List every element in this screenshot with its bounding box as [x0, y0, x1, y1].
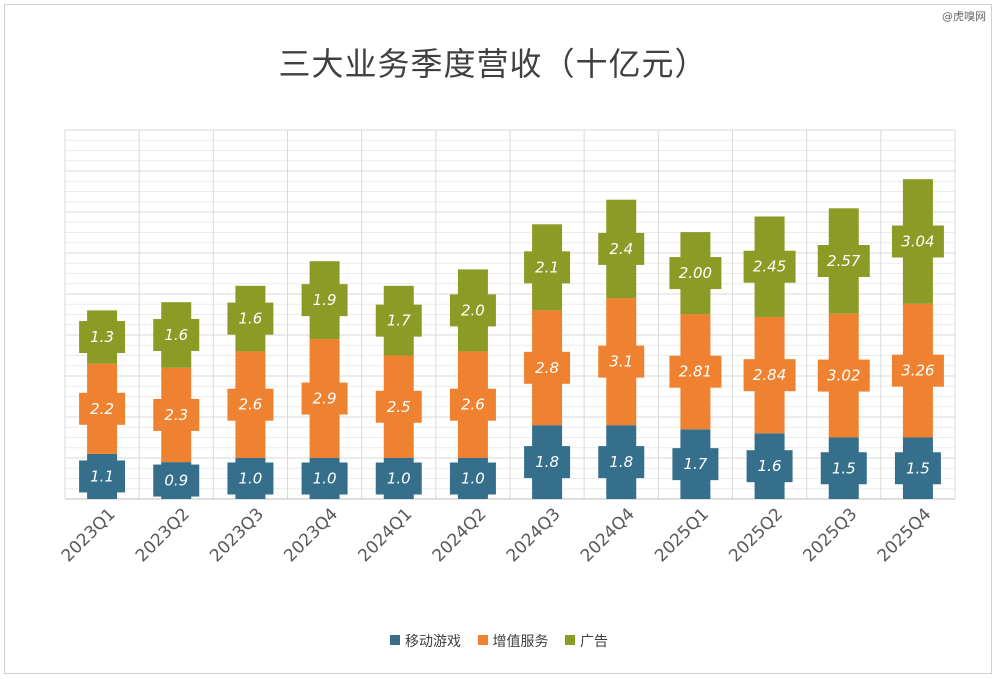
data-label-badge — [894, 452, 941, 485]
data-label: 1.5 — [906, 459, 930, 477]
x-tick-label: 2024Q2 — [429, 504, 491, 566]
data-label: 2.6 — [461, 396, 485, 414]
data-label: 1.0 — [313, 470, 337, 488]
data-label-badge — [598, 232, 645, 265]
legend-label-mobile-games: 移动游戏 — [405, 634, 462, 650]
data-label-badge — [79, 460, 126, 493]
x-tick-label: 2024Q3 — [503, 504, 565, 566]
data-label: 1.0 — [238, 470, 262, 488]
data-label: 1.3 — [90, 328, 114, 346]
data-label: 1.0 — [461, 470, 485, 488]
data-label-badge — [153, 319, 200, 351]
data-label-badge — [524, 351, 571, 384]
legend-item-ads: 广告 — [564, 631, 608, 651]
x-tick-label: 2024Q4 — [577, 504, 639, 566]
data-label-badge — [153, 398, 200, 431]
data-label-badge — [743, 250, 796, 283]
data-label: 2.5 — [387, 398, 411, 416]
data-label: 2.4 — [609, 240, 633, 258]
data-label: 1.8 — [535, 453, 559, 471]
data-label-badge — [227, 462, 274, 495]
data-label: 2.6 — [238, 396, 262, 414]
data-label-badge — [891, 354, 944, 387]
data-label-badge — [449, 462, 496, 495]
data-label: 2.2 — [90, 400, 114, 418]
legend-item-vas: 增值服务 — [477, 631, 549, 651]
legend-item-mobile-games: 移动游戏 — [390, 631, 461, 651]
data-label-badge — [449, 294, 496, 327]
data-label: 1.6 — [238, 310, 262, 328]
data-label: 1.9 — [313, 291, 337, 309]
x-tick-label: 2025Q2 — [725, 504, 787, 566]
x-tick-label: 2023Q2 — [132, 504, 194, 566]
data-label-badge — [301, 462, 348, 495]
data-label-badge — [449, 388, 496, 421]
x-tick-label: 2025Q3 — [799, 504, 861, 566]
chart-title: 三大业务季度营收（十亿元） — [278, 45, 708, 83]
legend-label-vas: 增值服务 — [492, 634, 549, 650]
x-tick-label: 2023Q4 — [280, 504, 342, 566]
data-label-badge — [79, 321, 126, 354]
data-label: 3.04 — [901, 233, 934, 251]
data-label: 2.0 — [461, 301, 485, 319]
legend-swatch-vas — [477, 635, 488, 645]
data-label: 2.84 — [753, 366, 786, 384]
data-label-badge — [817, 244, 870, 277]
chart-frame: 三大业务季度营收（十亿元） 1.1 2.2 1.3 2023Q1 0.9 2.3 1.6 20… — [4, 4, 992, 674]
data-label-badge — [746, 450, 793, 483]
data-label: 1.1 — [90, 467, 114, 485]
data-label-badge — [524, 251, 571, 284]
data-label-badge — [672, 448, 719, 481]
data-label: 3.02 — [827, 367, 860, 385]
data-label-badge — [375, 462, 422, 495]
legend-swatch-ads — [564, 635, 575, 645]
x-tick-label: 2025Q1 — [651, 504, 713, 566]
data-label-badge — [375, 304, 422, 337]
data-label: 1.7 — [683, 455, 707, 473]
data-label: 1.6 — [758, 457, 782, 475]
data-label: 1.7 — [387, 312, 411, 330]
data-label-badge — [227, 302, 274, 335]
data-label: 2.00 — [679, 264, 712, 282]
data-label: 1.5 — [832, 459, 856, 477]
data-label: 2.57 — [827, 252, 861, 270]
chart-legend: 移动游戏 增值服务 广告 — [5, 631, 993, 651]
data-label: 2.81 — [679, 363, 712, 381]
data-label-badge — [153, 464, 200, 497]
legend-label-ads: 广告 — [579, 634, 608, 650]
data-label-badge — [524, 446, 571, 479]
data-label-badge — [301, 382, 348, 415]
data-label-badge — [743, 359, 796, 392]
data-label: 2.8 — [535, 359, 559, 377]
data-label-badge — [375, 390, 422, 423]
x-tick-label: 2025Q4 — [874, 504, 936, 566]
data-label: 2.1 — [535, 258, 559, 276]
x-tick-label: 2023Q3 — [206, 504, 268, 566]
legend-swatch-mobile-games — [390, 635, 401, 645]
data-label: 2.3 — [164, 406, 188, 424]
data-label: 1.6 — [164, 326, 188, 344]
data-label-badge — [891, 225, 944, 258]
data-label-badge — [820, 452, 867, 485]
data-label-badge — [301, 284, 348, 317]
data-label: 2.9 — [313, 390, 337, 408]
gridlines — [64, 129, 956, 500]
data-label: 2.45 — [753, 258, 786, 276]
data-label-badge — [79, 392, 126, 425]
data-label-badge — [817, 359, 870, 392]
watermark: @虎嗅网 — [942, 10, 986, 23]
x-tick-label: 2023Q1 — [58, 504, 120, 566]
data-label: 1.0 — [387, 470, 411, 488]
data-label-badge — [598, 345, 645, 378]
x-tick-label: 2024Q1 — [354, 504, 416, 566]
data-label-badge — [669, 355, 722, 388]
data-label-badge — [598, 446, 645, 479]
data-label: 3.1 — [609, 353, 633, 371]
data-label-badge — [227, 388, 274, 421]
data-label: 0.9 — [164, 472, 188, 490]
data-label: 1.8 — [609, 453, 633, 471]
chart-plot: 1.1 2.2 1.3 2023Q1 0.9 2.3 1.6 2023Q2 1.0 2.6 1.6 2… — [58, 129, 956, 566]
data-label: 3.26 — [901, 362, 934, 380]
data-label-badge — [669, 257, 722, 290]
